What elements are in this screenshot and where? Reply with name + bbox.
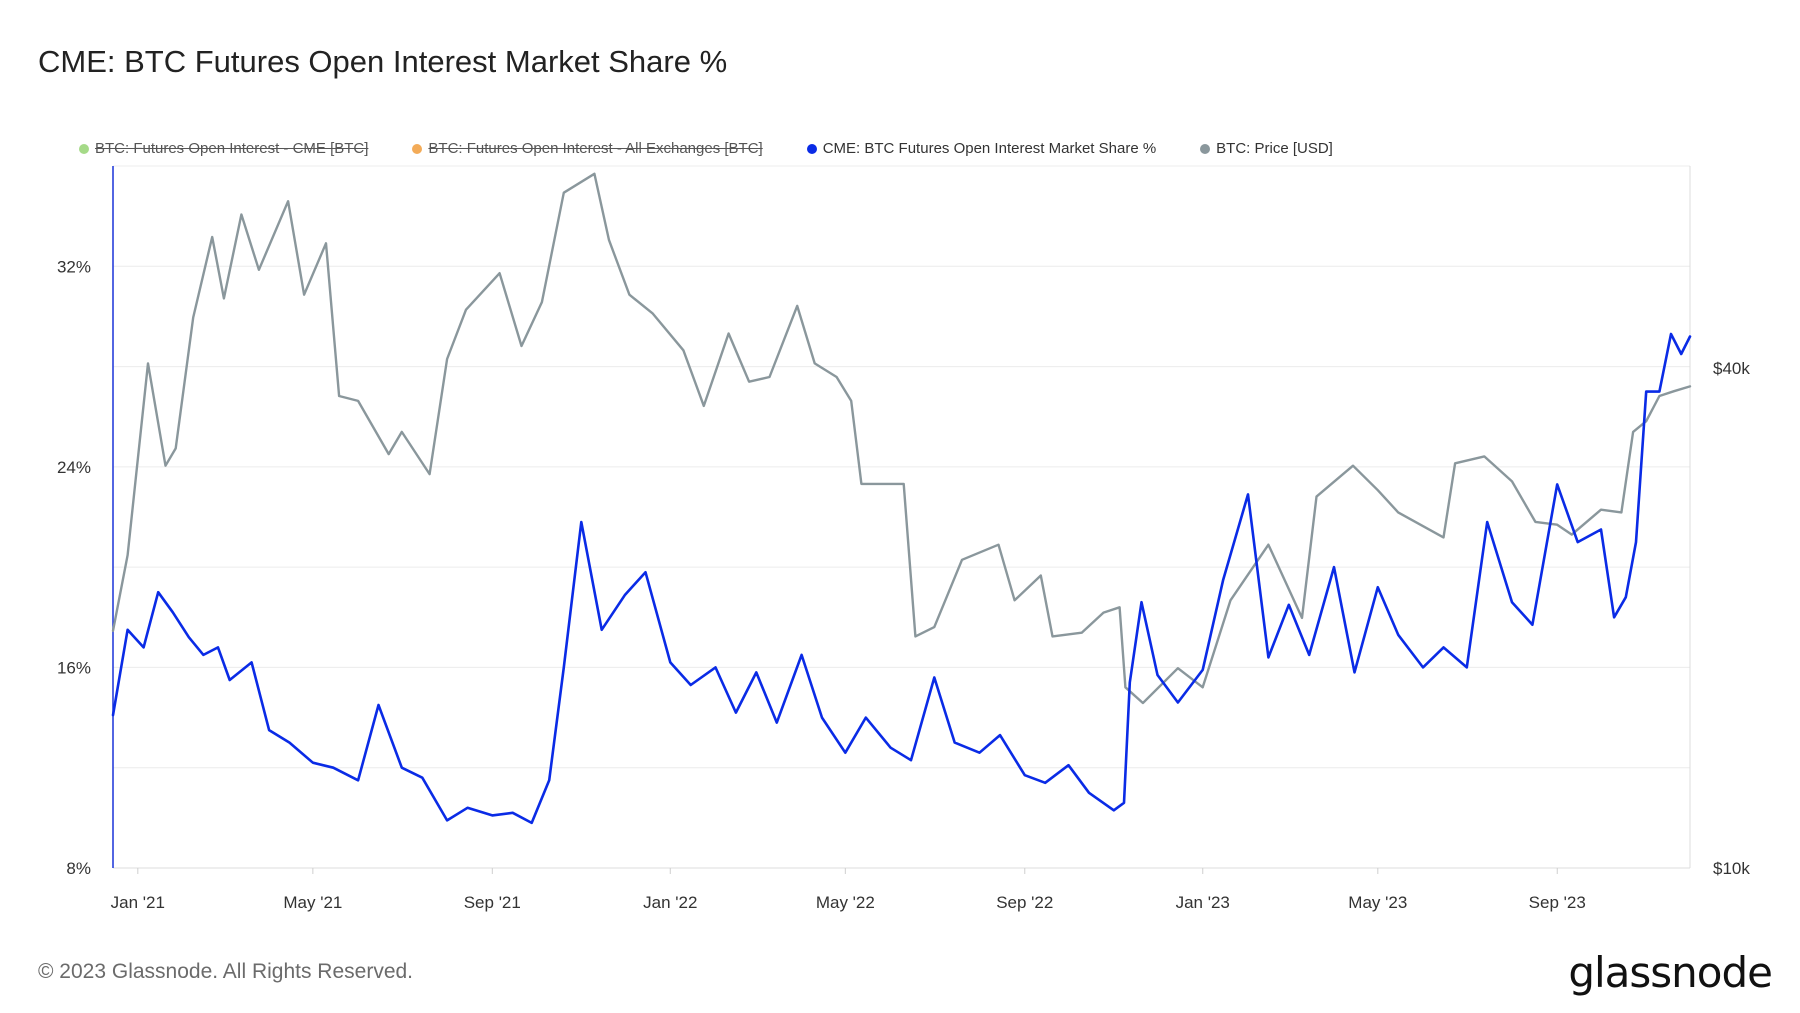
legend-label: BTC: Futures Open Interest - CME [BTC]: [95, 140, 369, 157]
x-tick-label: Sep '23: [1529, 893, 1586, 912]
x-tick-label: May '22: [816, 893, 875, 912]
x-tick-label: May '21: [283, 893, 342, 912]
x-tick-label: Sep '22: [996, 893, 1053, 912]
y-right-tick-label: $40k: [1713, 359, 1750, 378]
x-tick-label: May '23: [1348, 893, 1407, 912]
legend-item-btc-price[interactable]: BTC: Price [USD]: [1200, 140, 1333, 157]
y-left-tick-label: 24%: [57, 458, 91, 477]
legend-item-all-exchanges-oi[interactable]: BTC: Futures Open Interest - All Exchang…: [412, 140, 763, 157]
legend-dot-cme-oi: [79, 143, 89, 154]
market-share-series: [111, 332, 1692, 825]
y-left-tick-label: 8%: [66, 859, 91, 878]
market-share-line: [111, 332, 1692, 825]
legend-label: BTC: Price [USD]: [1216, 140, 1333, 157]
btc-price-line: [111, 172, 1692, 705]
grid-lines: [113, 165, 1690, 769]
y-right-tick-label: $10k: [1713, 859, 1750, 878]
btc-price-series: [111, 172, 1692, 705]
chart-title: CME: BTC Futures Open Interest Market Sh…: [38, 44, 728, 79]
legend-dot-btc-price: [1200, 143, 1211, 154]
y-left-tick-label: 16%: [57, 658, 91, 677]
glassnode-logo[interactable]: glassnode: [1568, 948, 1773, 997]
legend-dot-all-exchanges-oi: [412, 143, 423, 154]
x-tick-label: Sep '21: [464, 893, 521, 912]
axis-labels: 8% 16% 24% 32% $10k $40k Jan '21 May '21 Sep '21…: [57, 257, 1750, 912]
x-tick-label: Jan '22: [643, 893, 697, 912]
y-left-tick-label: 32%: [57, 257, 91, 276]
legend-item-market-share[interactable]: CME: BTC Futures Open Interest Market Sh…: [806, 140, 1157, 157]
legend-dot-market-share: [806, 143, 817, 154]
legend-item-cme-oi[interactable]: BTC: Futures Open Interest - CME [BTC]: [79, 140, 368, 157]
x-tick-label: Jan '23: [1176, 893, 1230, 912]
legend-label: BTC: Futures Open Interest - All Exchang…: [428, 140, 763, 157]
chart-legend: BTC: Futures Open Interest - CME [BTC] B…: [79, 140, 1333, 157]
legend-label: CME: BTC Futures Open Interest Market Sh…: [822, 140, 1157, 157]
chart-axes: [112, 166, 1691, 874]
x-tick-label: Jan '21: [111, 893, 165, 912]
copyright-footer: © 2023 Glassnode. All Rights Reserved.: [38, 960, 414, 983]
